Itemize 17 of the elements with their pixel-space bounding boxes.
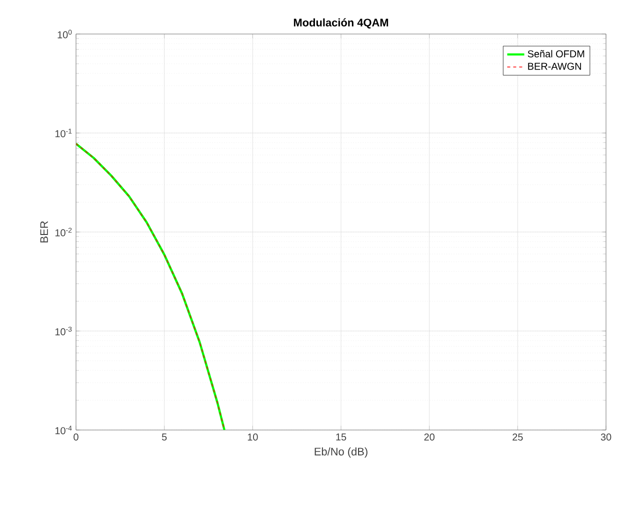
x-tick-label: 15	[336, 434, 346, 440]
x-tick-label: 5	[162, 434, 167, 440]
legend-label: BER-AWGN	[528, 62, 581, 70]
x-tick-label: 30	[600, 434, 612, 441]
y-tick-label: 10$^{-1}$	[55, 128, 72, 138]
x-tick-label: 0	[74, 434, 78, 441]
y-tick-label: 10$^{0}$	[58, 30, 72, 38]
y-tick-label: 10$^{-4}$	[55, 426, 72, 434]
legend-label: Señal OFDM	[528, 50, 584, 58]
x-tick-label: 25	[512, 434, 523, 441]
chart-title: Modulación 4QAM	[294, 18, 388, 28]
y-tick-label: 10$^{-3}$	[55, 326, 72, 336]
x-tick-label: 20	[424, 434, 434, 441]
y-axis-title: BER	[40, 221, 48, 242]
x-tick-label: 10	[248, 434, 258, 441]
y-tick-label: 10$^{-2}$	[55, 228, 72, 236]
x-axis-title: Eb/No (dB)	[314, 447, 368, 458]
